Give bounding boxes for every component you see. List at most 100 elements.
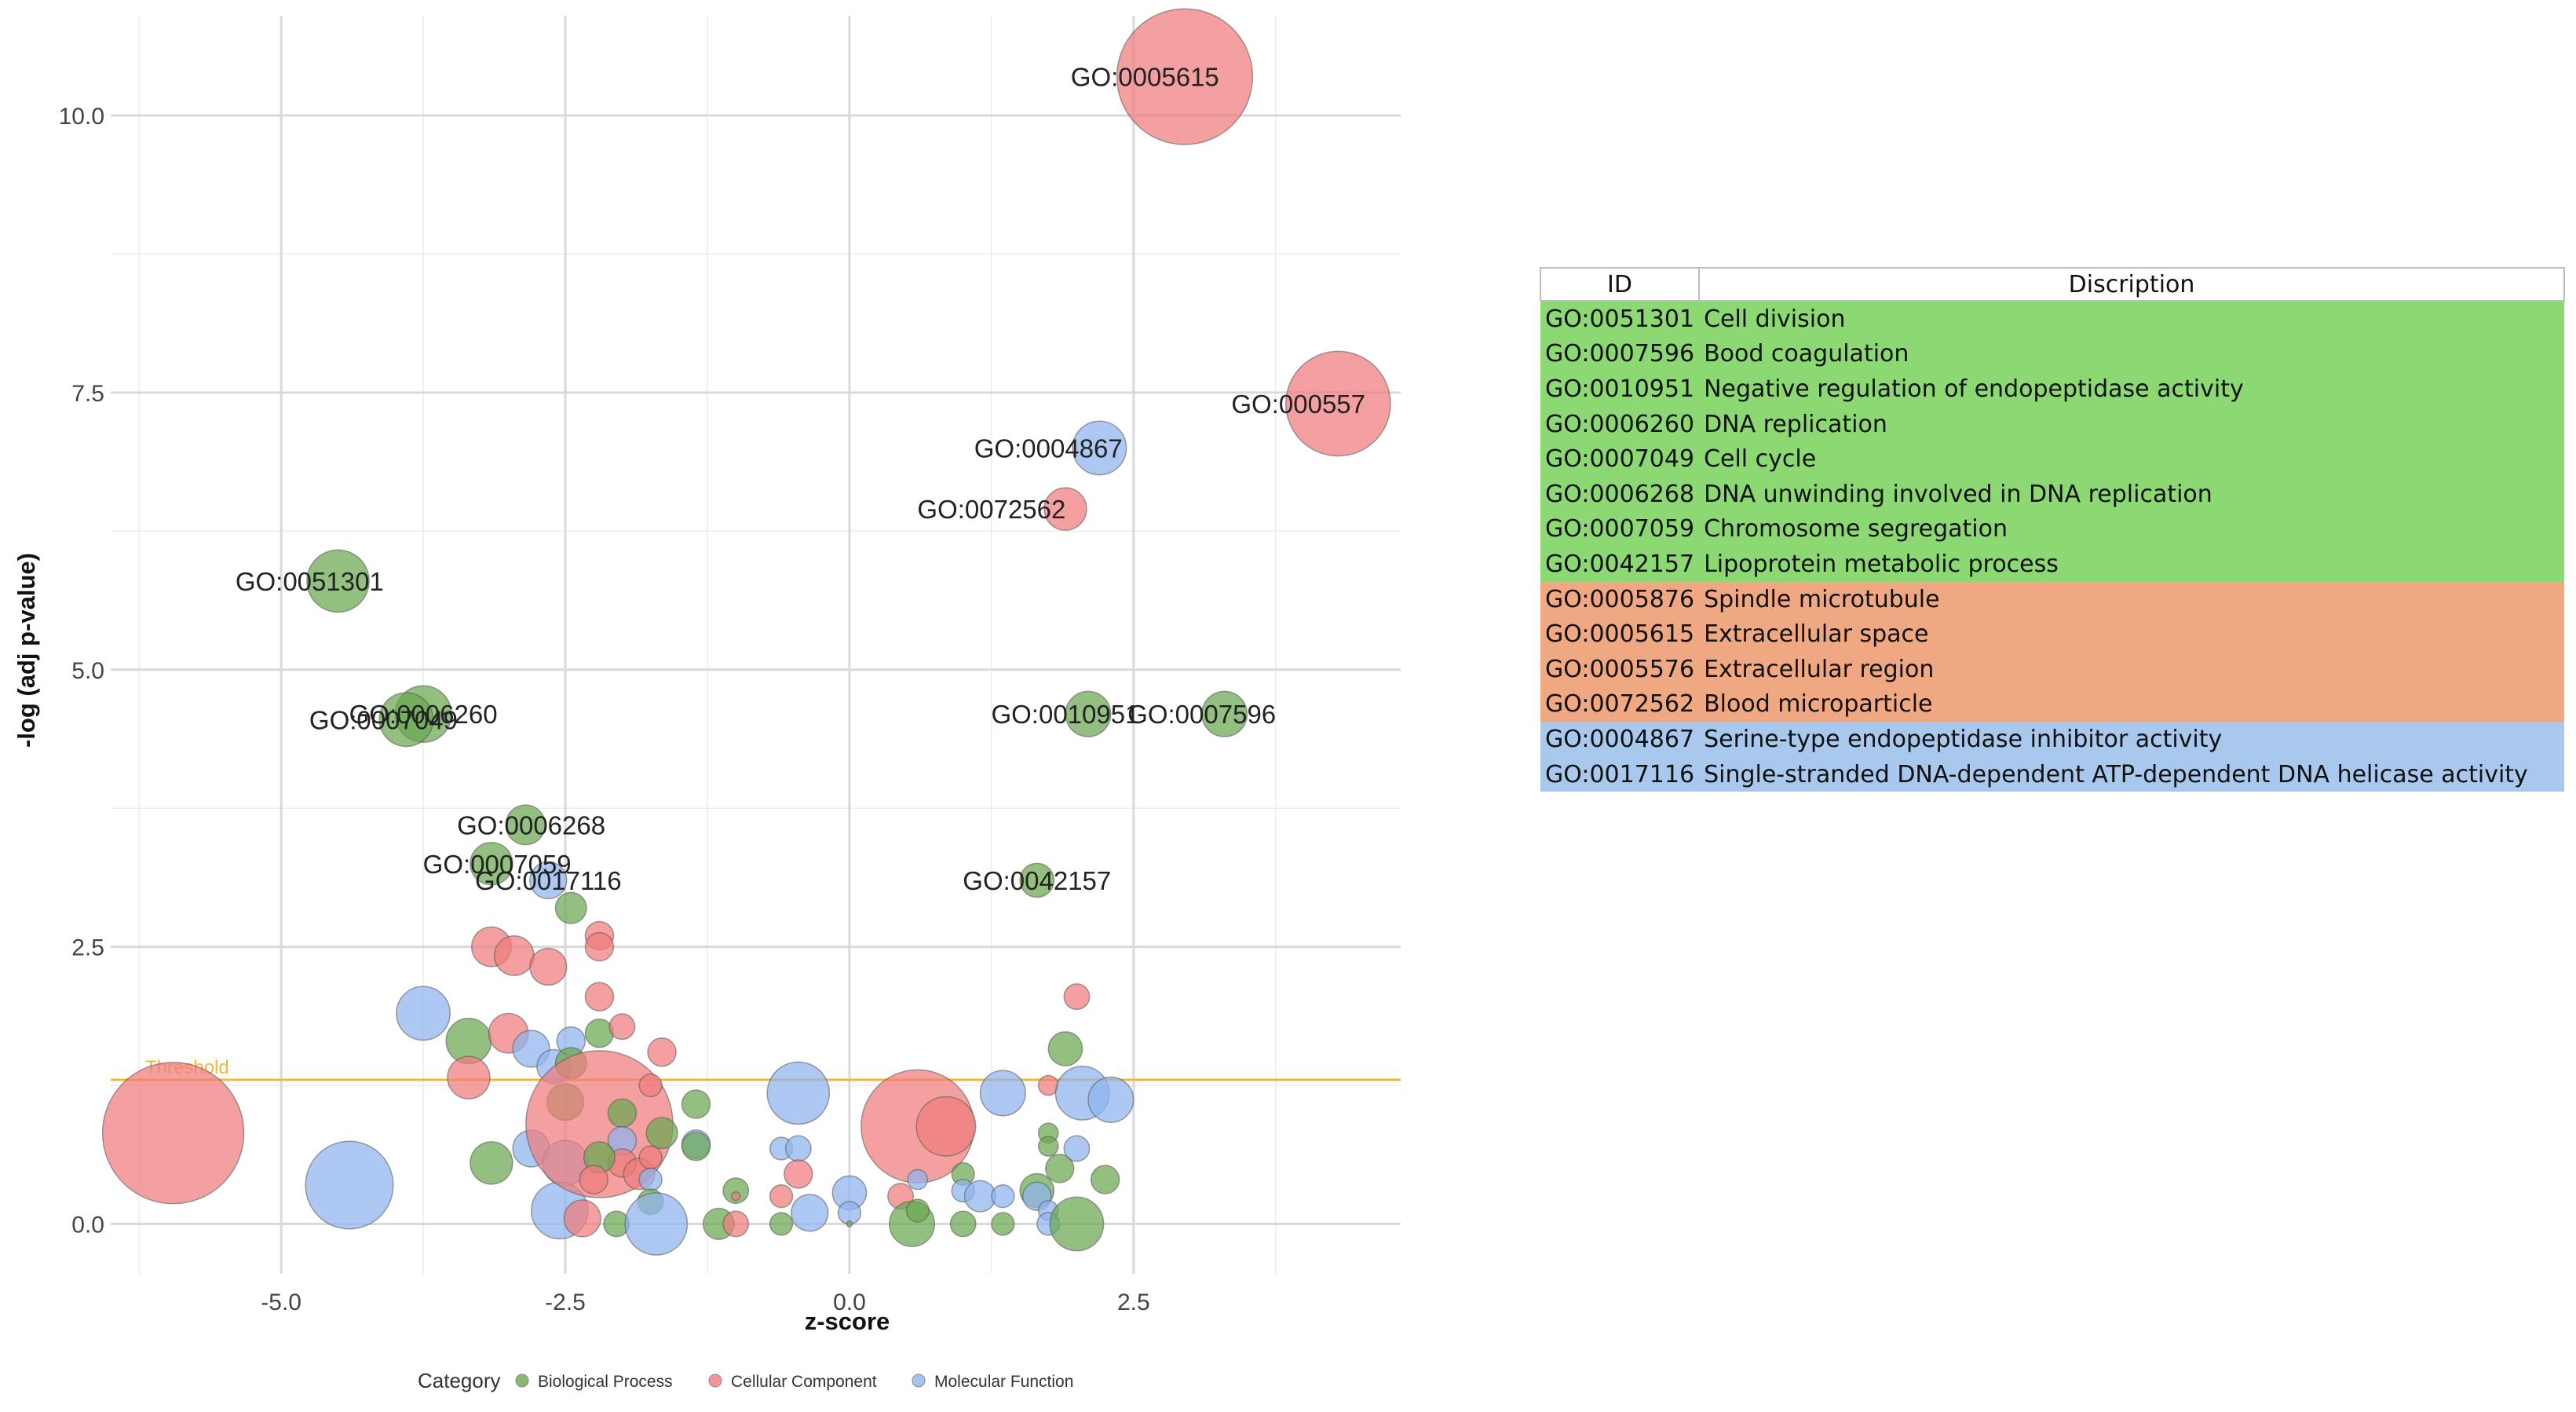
go-id-cell: GO:0007049 <box>1540 441 1700 477</box>
bubble <box>396 986 451 1041</box>
table-row: GO:0042157 Lipoprotein metabolic process <box>1540 547 2564 582</box>
table-row: GO:0007049 Cell cycle <box>1540 441 2564 477</box>
x-tick-label: 2.5 <box>1117 1289 1150 1315</box>
bubble <box>1049 1196 1105 1252</box>
point-label: GO:0006268 <box>457 810 605 840</box>
description-column-header: Discription <box>1698 267 2565 302</box>
point-label: GO:000557 <box>1231 390 1365 419</box>
go-id-cell: GO:0007059 <box>1540 511 1700 547</box>
bubble <box>1087 1076 1135 1123</box>
legend-title: Category <box>418 1369 501 1392</box>
table-row: GO:0005876 Spindle microtubule <box>1540 581 2564 617</box>
bubble <box>722 1177 750 1205</box>
legend-key-mf <box>912 1374 926 1388</box>
go-description-cell: DNA unwinding involved in DNA replicatio… <box>1699 476 2564 512</box>
x-tick-label: 0.0 <box>833 1289 866 1315</box>
bubble <box>554 891 587 924</box>
bubble <box>101 1061 245 1205</box>
go-description-cell: Blood microparticle <box>1699 686 2564 722</box>
bubble <box>493 935 535 976</box>
table-row: GO:0007059 Chromosome segregation <box>1540 511 2564 547</box>
bubble-go-0017116 <box>529 861 568 900</box>
bubble-go-0042157 <box>1019 862 1055 898</box>
id-column-header: ID <box>1539 267 1701 302</box>
point-label: GO:0010951 <box>991 700 1139 729</box>
bubble <box>681 1131 711 1161</box>
bubble <box>722 1210 750 1238</box>
bubble <box>638 1167 663 1192</box>
table-row: GO:0072562 Blood microparticle <box>1540 686 2564 722</box>
go-description-cell: Extracellular space <box>1699 616 2564 652</box>
bubble <box>638 1145 663 1169</box>
table-row: GO:0017116 Single-stranded DNA-dependent … <box>1540 756 2564 792</box>
x-axis-label: z-score <box>805 1308 890 1335</box>
bubble <box>784 1135 812 1162</box>
go-description-cell: Cell cycle <box>1699 441 2564 477</box>
y-tick-label: 7.5 <box>71 381 104 407</box>
table-row: GO:0006260 DNA replication <box>1540 406 2564 442</box>
bubble <box>991 1184 1015 1209</box>
bubbles <box>101 8 1391 1256</box>
bubble <box>846 1220 853 1227</box>
point-label: GO:0006260 <box>349 700 498 729</box>
bubble <box>1047 1031 1083 1066</box>
go-id-cell: GO:0072562 <box>1540 686 1700 722</box>
bubble <box>647 1037 677 1067</box>
bubble <box>949 1210 977 1238</box>
go-description-cell: Spindle microtubule <box>1699 581 2564 617</box>
bubble <box>1063 1135 1091 1162</box>
axes: -5.0 -2.5 0.0 2.5 0.0 2.5 5.0 7.5 10.0 <box>59 104 1150 1315</box>
bubble <box>769 1184 794 1209</box>
go-description-cell: Lipoprotein metabolic process <box>1699 547 2564 582</box>
bubble <box>784 1159 813 1189</box>
go-description-cell: Bood coagulation <box>1699 336 2564 372</box>
threshold-line-group: Threshold <box>111 1057 1401 1081</box>
legend-label: Molecular Function <box>934 1373 1073 1391</box>
table-row: GO:0051301 Cell division <box>1540 301 2564 337</box>
y-tick-label: 10.0 <box>59 104 104 130</box>
bubble <box>769 1212 794 1236</box>
bubble <box>991 1212 1015 1236</box>
go-id-cell: GO:0005876 <box>1540 581 1700 617</box>
bubble <box>624 1192 689 1256</box>
bubble <box>470 1141 513 1185</box>
bubble-go-0010951 <box>1065 690 1112 737</box>
bubble-go-0004867 <box>1072 420 1127 476</box>
legend-label: Cellular Component <box>731 1373 877 1391</box>
bubble <box>607 1098 638 1129</box>
go-id-cell: GO:0006268 <box>1540 476 1700 512</box>
bubble <box>1037 1136 1059 1158</box>
bubble <box>766 1061 831 1125</box>
grid <box>111 16 1401 1274</box>
x-tick-label: -2.5 <box>545 1289 586 1315</box>
bubble-go-0005576 <box>1285 350 1391 457</box>
bubble-go-0051301 <box>306 549 370 613</box>
bubble <box>645 1117 678 1150</box>
table-header-row: ID Discription <box>1539 267 2565 302</box>
legend: Category Biological Process Cellular Comp… <box>418 1369 1073 1392</box>
go-description-cell: Extracellular region <box>1699 651 2564 687</box>
bubble <box>915 1096 977 1157</box>
bubble <box>791 1194 829 1232</box>
go-id-cell: GO:0004867 <box>1540 722 1700 757</box>
bubble <box>731 1191 741 1202</box>
x-tick-label: -5.0 <box>261 1289 301 1315</box>
go-id-cell: GO:0051301 <box>1540 301 1700 337</box>
bubble <box>681 1089 711 1119</box>
go-id-cell: GO:0006260 <box>1540 406 1700 442</box>
bubble <box>907 1169 929 1191</box>
go-description-cell: Negative regulation of endopeptidase act… <box>1699 371 2564 407</box>
point-label: GO:0042157 <box>963 866 1111 895</box>
point-label: GO:0051301 <box>236 567 384 596</box>
legend-key-cc <box>708 1374 722 1388</box>
table-row: GO:0004867 Serine-type endopeptidase inhi… <box>1540 722 2564 757</box>
bubble <box>1063 983 1091 1011</box>
table-row: GO:0005615 Extracellular space <box>1540 616 2564 652</box>
bubble <box>1090 1165 1120 1194</box>
y-tick-label: 5.0 <box>71 658 104 684</box>
y-tick-label: 2.5 <box>71 935 104 961</box>
bubble <box>563 1199 601 1238</box>
bubble-go-0007596 <box>1201 690 1248 737</box>
go-description-cell: DNA replication <box>1699 406 2564 442</box>
legend-key-bp <box>515 1374 529 1388</box>
